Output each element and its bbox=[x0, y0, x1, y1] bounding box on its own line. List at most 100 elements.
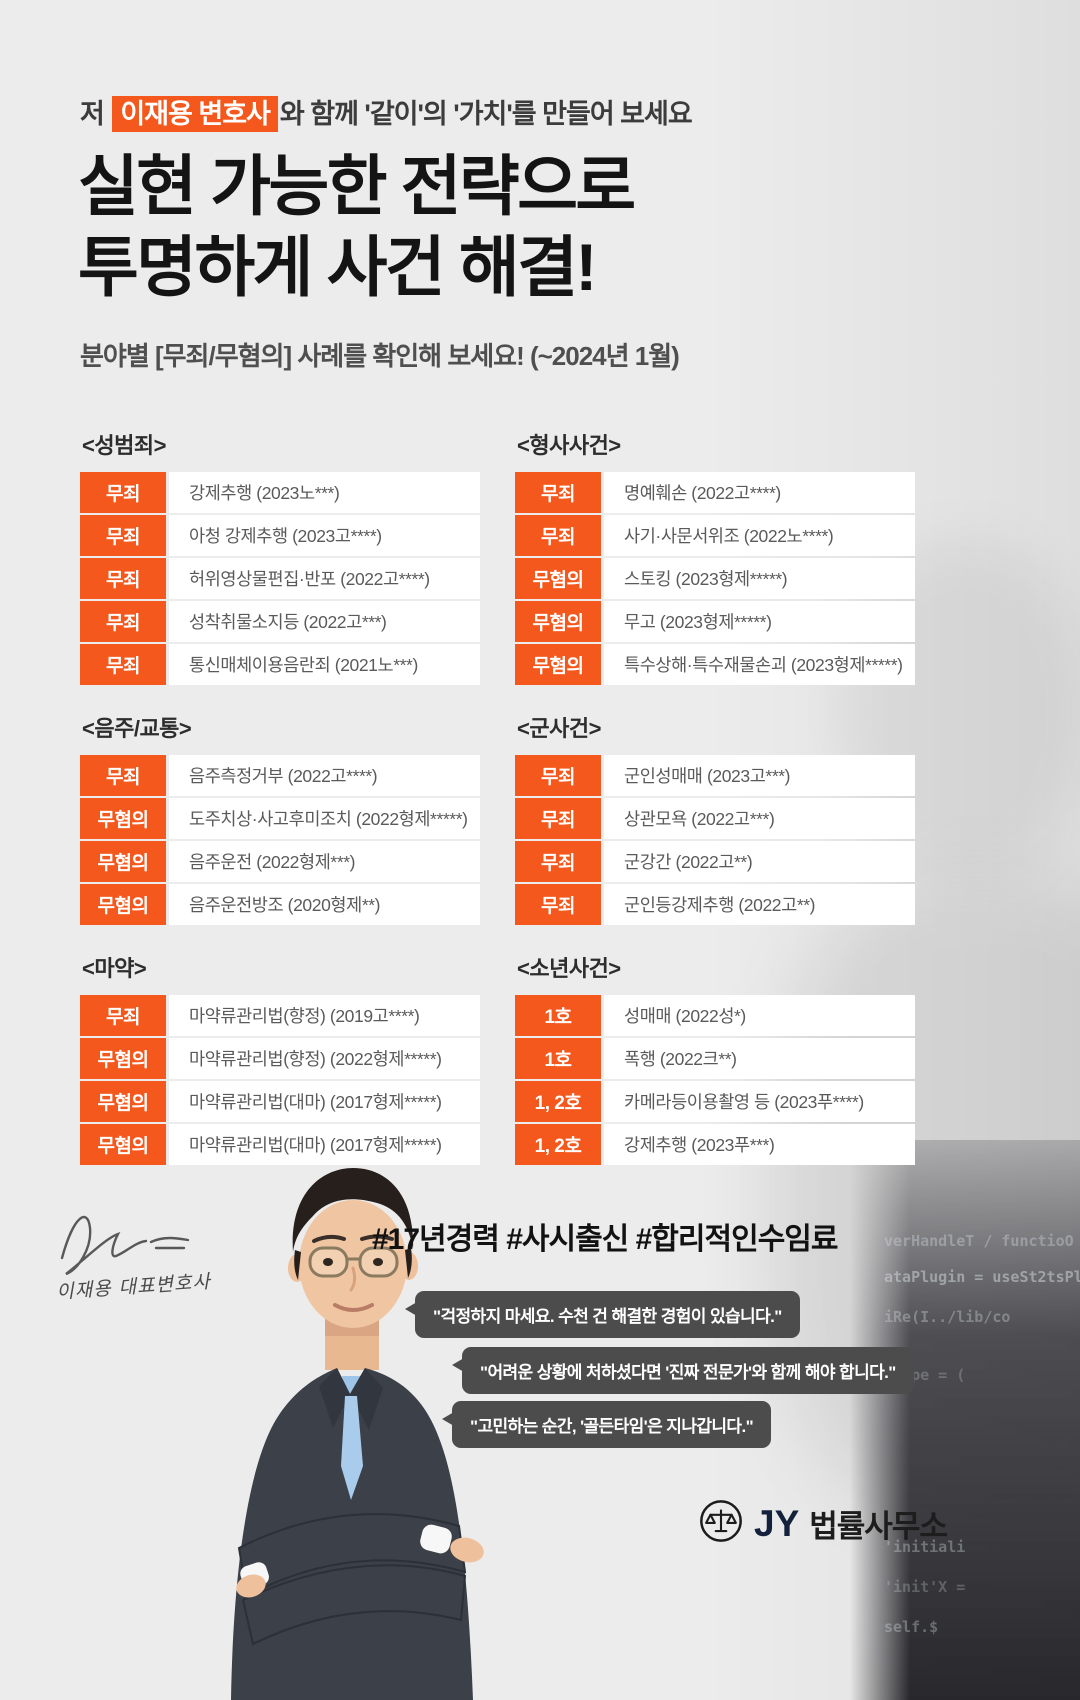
background-code-line: self.$ bbox=[884, 1618, 939, 1636]
quote-bubble: "걱정하지 마세요. 수천 건 해결한 경험이 있습니다." bbox=[405, 1291, 800, 1338]
scales-icon bbox=[698, 1498, 744, 1549]
result-badge: 1호 bbox=[515, 1038, 601, 1079]
case-row: 무죄 마약류관리법(향정) (2019고****) bbox=[80, 995, 480, 1036]
case-description: 사기·사문서위조 (2022노****) bbox=[604, 515, 915, 556]
case-section: <군사건> 무죄 군인성매매 (2023고***) 무죄 상관모욕 (2022고… bbox=[515, 711, 915, 925]
case-description: 스토킹 (2023형제*****) bbox=[604, 558, 915, 599]
case-description: 마약류관리법(대마) (2017형제*****) bbox=[169, 1081, 480, 1122]
section-title: <음주/교통> bbox=[82, 716, 192, 741]
case-description: 마약류관리법(향정) (2019고****) bbox=[169, 995, 480, 1036]
case-row: 무죄 군인성매매 (2023고***) bbox=[515, 755, 915, 796]
result-badge: 무혐의 bbox=[515, 601, 601, 642]
hashtags-line: #17년경력 #사시출신 #합리적인수임료 bbox=[372, 1223, 838, 1256]
background-code-line: ataPlugin = useSt2tsPlugin bbox=[884, 1268, 1080, 1286]
case-row: 무죄 군강간 (2022고**) bbox=[515, 841, 915, 882]
case-table: 1호 성매매 (2022성*) 1호 폭행 (2022크**) 1, 2호 카메… bbox=[515, 995, 915, 1165]
case-description: 음주운전 (2022형제***) bbox=[169, 841, 480, 882]
lawyer-photo bbox=[185, 1148, 515, 1700]
case-section: <마약> 무죄 마약류관리법(향정) (2019고****) 무혐의 마약류관리… bbox=[80, 951, 480, 1165]
result-badge: 무죄 bbox=[515, 798, 601, 839]
result-badge: 무죄 bbox=[80, 472, 166, 513]
case-description: 군인등강제추행 (2022고**) bbox=[604, 884, 915, 925]
case-table: 무죄 음주측정거부 (2022고****) 무혐의 도주치상·사고후미조치 (2… bbox=[80, 755, 480, 925]
case-row: 무죄 상관모욕 (2022고***) bbox=[515, 798, 915, 839]
page-title: 실현 가능한 전략으로 투명하게 사건 해결! bbox=[78, 146, 636, 307]
case-row: 무혐의 특수상해·특수재물손괴 (2023형제*****) bbox=[515, 644, 915, 685]
result-badge: 무죄 bbox=[80, 644, 166, 685]
logo-name: 법률사무소 bbox=[809, 1509, 948, 1544]
case-row: 1, 2호 강제추행 (2023푸***) bbox=[515, 1124, 915, 1165]
case-row: 무죄 음주측정거부 (2022고****) bbox=[80, 755, 480, 796]
case-table: 무죄 명예훼손 (2022고****) 무죄 사기·사문서위조 (2022노**… bbox=[515, 472, 915, 685]
page-title-line2: 투명하게 사건 해결! bbox=[78, 229, 597, 304]
case-row: 1, 2호 카메라등이용촬영 등 (2023푸****) bbox=[515, 1081, 915, 1122]
case-row: 무혐의 음주운전 (2022형제***) bbox=[80, 841, 480, 882]
result-badge: 무죄 bbox=[515, 841, 601, 882]
case-description: 마약류관리법(대마) (2017형제*****) bbox=[169, 1124, 480, 1165]
result-badge: 무혐의 bbox=[80, 1124, 166, 1165]
case-section: <음주/교통> 무죄 음주측정거부 (2022고****) 무혐의 도주치상·사… bbox=[80, 711, 480, 925]
case-table: 무죄 강제추행 (2023노***) 무죄 아청 강제추행 (2023고****… bbox=[80, 472, 480, 685]
section-title: <군사건> bbox=[517, 716, 601, 741]
result-badge: 무혐의 bbox=[515, 644, 601, 685]
section-title: <소년사건> bbox=[517, 956, 621, 981]
case-row: 무죄 아청 강제추행 (2023고****) bbox=[80, 515, 480, 556]
background-code-line: 'initiali bbox=[884, 1538, 966, 1556]
result-badge: 무혐의 bbox=[80, 841, 166, 882]
case-row: 무혐의 음주운전방조 (2020형제**) bbox=[80, 884, 480, 925]
case-row: 무죄 명예훼손 (2022고****) bbox=[515, 472, 915, 513]
result-badge: 무혐의 bbox=[80, 798, 166, 839]
result-badge: 무죄 bbox=[515, 515, 601, 556]
result-badge: 무혐의 bbox=[80, 884, 166, 925]
case-section: <소년사건> 1호 성매매 (2022성*) 1호 폭행 (2022크**) 1… bbox=[515, 951, 915, 1165]
case-row: 무혐의 마약류관리법(향정) (2022형제*****) bbox=[80, 1038, 480, 1079]
background-code-line: 'init'X = bbox=[884, 1578, 966, 1596]
case-description: 도주치상·사고후미조치 (2022형제*****) bbox=[169, 798, 480, 839]
result-badge: 무죄 bbox=[80, 558, 166, 599]
case-row: 무죄 군인등강제추행 (2022고**) bbox=[515, 884, 915, 925]
page-title-line1: 실현 가능한 전략으로 bbox=[78, 149, 636, 223]
section-title: <성범죄> bbox=[82, 433, 166, 458]
case-row: 1호 성매매 (2022성*) bbox=[515, 995, 915, 1036]
result-badge: 무혐의 bbox=[515, 558, 601, 599]
background-code-panel: verHandleT / functioO (co ataPlugin = us… bbox=[850, 1140, 1080, 1700]
case-description: 군강간 (2022고**) bbox=[604, 841, 915, 882]
case-table: 무죄 마약류관리법(향정) (2019고****) 무혐의 마약류관리법(향정)… bbox=[80, 995, 480, 1165]
result-badge: 무죄 bbox=[80, 755, 166, 796]
case-sections-grid: <성범죄> 무죄 강제추행 (2023노***) 무죄 아청 강제추행 (202… bbox=[80, 428, 915, 1165]
firm-logo: JY 법률사무소 bbox=[698, 1498, 948, 1549]
intro-prefix: 저 bbox=[80, 99, 111, 129]
result-badge: 1, 2호 bbox=[515, 1081, 601, 1122]
logo-initials: JY bbox=[754, 1502, 800, 1544]
case-description: 군인성매매 (2023고***) bbox=[604, 755, 915, 796]
intro-suffix: 와 함께 '같이'의 '가치'를 만들어 보세요 bbox=[279, 99, 693, 129]
result-badge: 무죄 bbox=[80, 515, 166, 556]
case-description: 통신매체이용음란죄 (2021노***) bbox=[169, 644, 480, 685]
result-badge: 무죄 bbox=[515, 755, 601, 796]
result-badge: 무죄 bbox=[80, 601, 166, 642]
result-badge: 1, 2호 bbox=[515, 1124, 601, 1165]
result-badge: 1호 bbox=[515, 995, 601, 1036]
case-row: 무혐의 마약류관리법(대마) (2017형제*****) bbox=[80, 1124, 480, 1165]
case-description: 무고 (2023형제*****) bbox=[604, 601, 915, 642]
case-description: 허위영상물편집·반포 (2022고****) bbox=[169, 558, 480, 599]
case-row: 무혐의 무고 (2023형제*****) bbox=[515, 601, 915, 642]
case-description: 성착취물소지등 (2022고***) bbox=[169, 601, 480, 642]
lawyer-name-highlight: 이재용 변호사 bbox=[112, 96, 278, 132]
case-description: 음주운전방조 (2020형제**) bbox=[169, 884, 480, 925]
case-description: 카메라등이용촬영 등 (2023푸****) bbox=[604, 1081, 915, 1122]
case-row: 무죄 통신매체이용음란죄 (2021노***) bbox=[80, 644, 480, 685]
case-row: 무죄 허위영상물편집·반포 (2022고****) bbox=[80, 558, 480, 599]
case-description: 성매매 (2022성*) bbox=[604, 995, 915, 1036]
case-description: 강제추행 (2023푸***) bbox=[604, 1124, 915, 1165]
case-description: 명예훼손 (2022고****) bbox=[604, 472, 915, 513]
case-row: 무혐의 마약류관리법(대마) (2017형제*****) bbox=[80, 1081, 480, 1122]
page-subtitle: 분야별 [무죄/무혐의] 사례를 확인해 보세요! (~2024년 1월) bbox=[80, 341, 680, 371]
case-description: 음주측정거부 (2022고****) bbox=[169, 755, 480, 796]
case-description: 마약류관리법(향정) (2022형제*****) bbox=[169, 1038, 480, 1079]
result-badge: 무죄 bbox=[80, 995, 166, 1036]
background-code-line: iRe(I../lib/co bbox=[884, 1308, 1011, 1326]
case-row: 1호 폭행 (2022크**) bbox=[515, 1038, 915, 1079]
case-description: 폭행 (2022크**) bbox=[604, 1038, 915, 1079]
